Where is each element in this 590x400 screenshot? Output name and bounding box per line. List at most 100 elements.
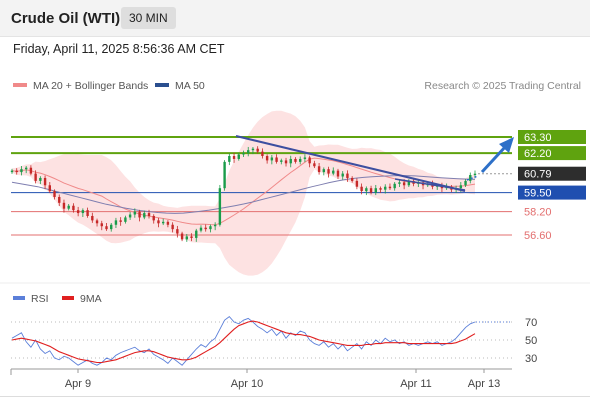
x-tick-label: Apr 10 (231, 378, 263, 390)
candle-body (350, 177, 354, 181)
candle-body (393, 183, 396, 189)
candle-body (218, 188, 222, 225)
candle-body (204, 227, 207, 230)
candle-body (284, 160, 288, 164)
candle-body (128, 214, 132, 218)
candle-body (247, 150, 250, 154)
candle-body (133, 211, 137, 215)
candle-body (195, 230, 198, 238)
candle-body (232, 156, 236, 159)
candle-body (43, 177, 47, 186)
instrument-title: Crude Oil (WTI) (11, 10, 121, 27)
legend-rsi-ma-swatch (62, 296, 74, 301)
candle-body (242, 153, 245, 155)
candle-body (86, 210, 89, 216)
candle-body (39, 177, 42, 181)
candle-body (346, 173, 349, 178)
candle-body (124, 217, 127, 222)
candle-body (275, 157, 278, 162)
candle-body (138, 211, 141, 218)
rsi-level-label-70: 70 (525, 317, 537, 329)
candle-body (100, 223, 103, 227)
level-tag-63.30 (518, 130, 586, 144)
candle-body (199, 227, 203, 231)
candle-body (171, 224, 174, 230)
rsi-panel: 70 50 30 (11, 315, 537, 366)
chart-header: Crude Oil (WTI) 30 MIN (0, 0, 590, 37)
current-price-label: 60.79 (524, 169, 552, 181)
candle-body (332, 170, 335, 174)
candle-body (360, 186, 363, 192)
candle-body (176, 229, 179, 234)
timestamp: Friday, April 11, 2025 8:56:36 AM CET (13, 42, 225, 56)
candle-body (280, 160, 283, 162)
candle-body (327, 169, 330, 174)
candle-body (105, 226, 108, 230)
bollinger-band (12, 110, 475, 276)
candle-body (185, 236, 189, 240)
candle-body (289, 158, 292, 164)
x-tick-label: Apr 13 (468, 378, 500, 390)
candle-body (91, 215, 94, 221)
trendlines (235, 135, 514, 192)
x-tick-label: Apr 9 (65, 378, 91, 390)
bollinger-fill (12, 110, 475, 276)
legend-bb-swatch (13, 83, 27, 88)
down-trendline (235, 135, 466, 192)
level-tag-62.20 (518, 146, 586, 161)
candle-body (384, 186, 387, 190)
bottom-rule (0, 396, 590, 397)
level-tag-59.50 (518, 185, 586, 200)
candle-body (15, 170, 18, 173)
legend-rsi-swatch (13, 296, 25, 301)
candle-body (469, 175, 472, 181)
candle-body (143, 213, 146, 218)
candle-body (81, 210, 85, 214)
legend-bb-label: MA 20 + Bollinger Bands (33, 80, 149, 92)
candle-body (20, 169, 23, 173)
legend-ma50: MA 50 (155, 80, 205, 92)
legend-ma50-swatch (155, 83, 169, 88)
candle-body (298, 158, 302, 162)
forecast-arrow-shaft (480, 144, 508, 174)
candle-body (303, 157, 307, 159)
candle-body (48, 185, 51, 192)
candle-body (265, 156, 269, 161)
candle-body (95, 220, 99, 224)
candle-body (369, 188, 373, 193)
current-price-tag (518, 166, 586, 181)
candle-body (379, 188, 382, 190)
candle-body (119, 220, 122, 222)
candle-body (58, 196, 61, 203)
candle-body (67, 205, 70, 209)
candle-body (388, 186, 392, 189)
legend-rsi-label: RSI (31, 293, 49, 305)
candle-body (294, 158, 297, 162)
candle-body (398, 182, 401, 184)
candle-body (365, 188, 368, 192)
rsi-ma-line (11, 320, 476, 364)
candle-body (147, 213, 151, 216)
candle-body (261, 151, 264, 157)
candle-body (72, 205, 75, 211)
forecast-arrow-head (499, 137, 514, 153)
candle-body (166, 221, 170, 225)
candle-body (270, 157, 274, 161)
support-trendline (394, 178, 466, 191)
candle-body (76, 210, 80, 214)
copyright: Research © 2025 Trading Central (424, 80, 581, 92)
candle-body (213, 224, 217, 227)
candle-body (237, 154, 240, 159)
candle-body (459, 185, 463, 189)
candle-body (223, 161, 226, 189)
interval-button[interactable]: 30 MIN (121, 7, 176, 29)
candle-body (322, 169, 326, 173)
candle-body (152, 215, 155, 221)
candle-body (29, 167, 33, 174)
candle-body (308, 157, 311, 164)
x-tick-label: Apr 11 (400, 378, 432, 390)
level-label-59.50: 59.50 (524, 188, 552, 200)
candle-body (53, 191, 56, 197)
candle-body (209, 226, 212, 230)
